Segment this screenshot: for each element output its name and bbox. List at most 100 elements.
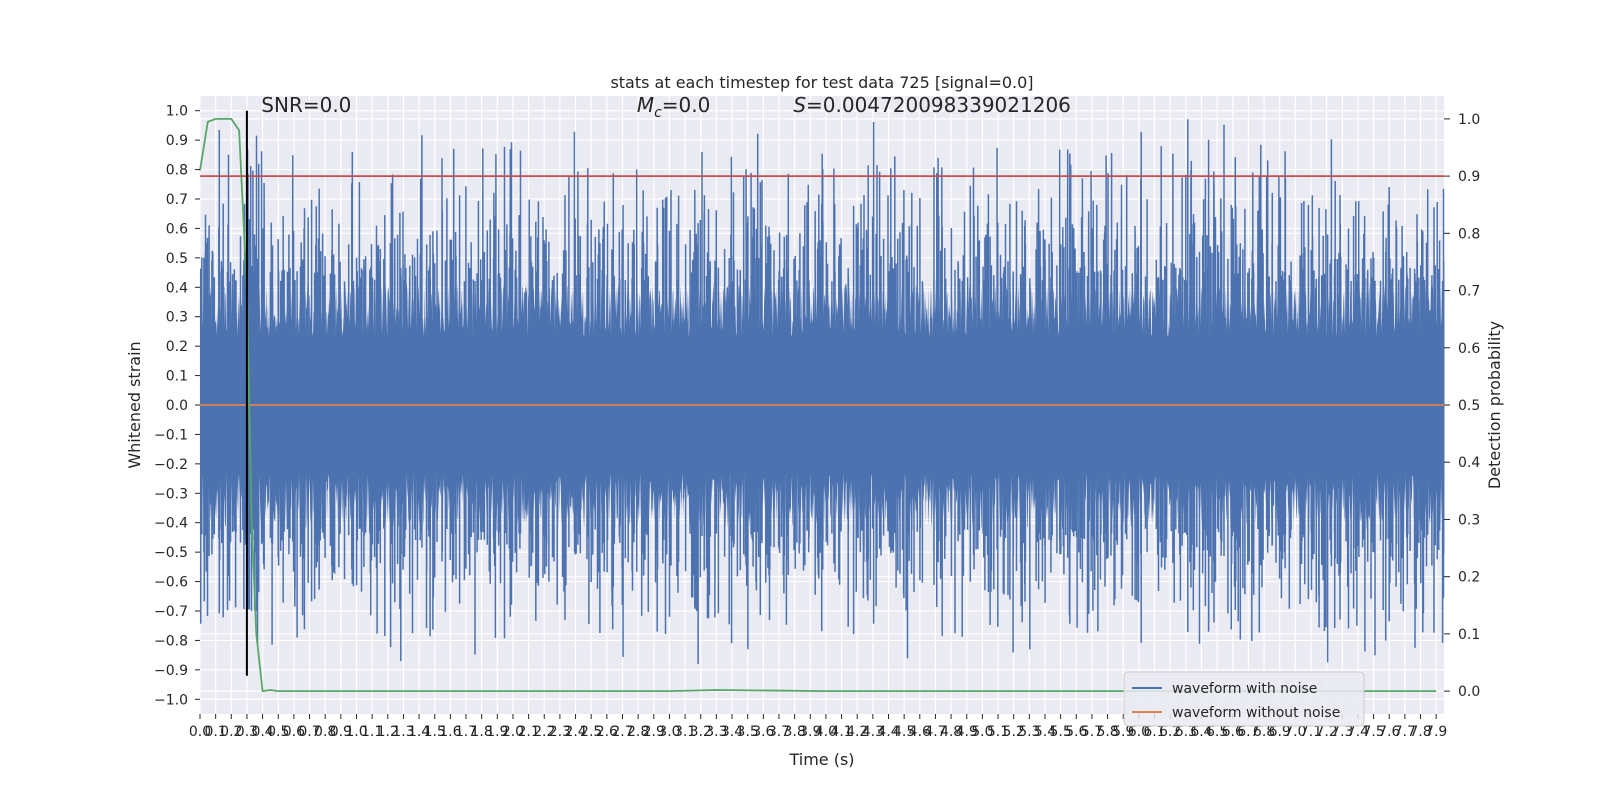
y-axis-left-label: Whitened strain bbox=[125, 341, 144, 468]
x-tick-label: 6.3 bbox=[1175, 724, 1197, 740]
x-tick-label: 1.6 bbox=[439, 724, 461, 740]
x-tick-label: 1.0 bbox=[345, 724, 367, 740]
x-tick-label: 2.6 bbox=[596, 724, 618, 740]
x-tick-label: 1.4 bbox=[408, 724, 430, 740]
x-tick-label: 3.3 bbox=[705, 724, 727, 740]
y-axis-right-ticks: 0.0 0.1 0.2 0.3 0.4 0.5 0.6 0.7 0.8 0.9 1.0 bbox=[1444, 112, 1480, 700]
y-right-tick-label: 0.7 bbox=[1458, 284, 1480, 300]
y-left-tick-label: −1.0 bbox=[154, 692, 188, 708]
legend-entry: waveform with noise bbox=[1172, 681, 1317, 697]
y-axis-right-label: Detection probability bbox=[1485, 321, 1504, 489]
annotations: SNR=0.0 Mc=0.0 S=0.004720098339021206 bbox=[261, 93, 1071, 121]
x-tick-label: 5.7 bbox=[1081, 724, 1103, 740]
x-tick-label: 6.4 bbox=[1190, 724, 1212, 740]
x-tick-label: 7.0 bbox=[1284, 724, 1306, 740]
x-tick-label: 1.9 bbox=[486, 724, 508, 740]
x-tick-label: 4.9 bbox=[956, 724, 978, 740]
x-tick-label: 4.4 bbox=[877, 724, 899, 740]
y-right-tick-label: 0.2 bbox=[1458, 570, 1480, 586]
y-left-tick-label: 0.7 bbox=[166, 192, 188, 208]
y-left-tick-label: −0.1 bbox=[154, 427, 188, 443]
y-left-tick-label: −0.5 bbox=[154, 545, 188, 561]
x-tick-label: 6.1 bbox=[1143, 724, 1165, 740]
x-tick-label: 2.2 bbox=[533, 724, 555, 740]
y-right-tick-label: 0.1 bbox=[1458, 627, 1480, 643]
x-tick-label: 5.1 bbox=[987, 724, 1009, 740]
y-left-tick-label: 0.9 bbox=[166, 133, 188, 149]
y-left-tick-label: 0.8 bbox=[166, 163, 188, 179]
x-tick-label: 7.1 bbox=[1300, 724, 1322, 740]
x-tick-label: 0.9 bbox=[330, 724, 352, 740]
y-left-tick-label: 0.5 bbox=[166, 251, 188, 267]
x-tick-label: 0.8 bbox=[314, 724, 336, 740]
x-tick-label: 4.5 bbox=[893, 724, 915, 740]
x-tick-label: 1.3 bbox=[392, 724, 414, 740]
x-tick-label: 2.5 bbox=[580, 724, 602, 740]
y-axis-left-ticks: −1.0 −0.9 −0.8 −0.7 −0.6 −0.5 −0.4 −0.3 −0.2 −0.1… bbox=[154, 104, 200, 708]
y-left-tick-label: 0.6 bbox=[166, 221, 188, 237]
x-tick-label: 1.8 bbox=[471, 724, 493, 740]
chart-title: stats at each timestep for test data 725… bbox=[610, 73, 1033, 92]
x-tick-label: 0.1 bbox=[205, 724, 227, 740]
x-tick-label: 5.6 bbox=[1065, 724, 1087, 740]
annotation: SNR=0.0 bbox=[261, 93, 351, 117]
x-tick-label: 4.3 bbox=[862, 724, 884, 740]
x-tick-label: 1.2 bbox=[377, 724, 399, 740]
x-tick-label: 1.7 bbox=[455, 724, 477, 740]
x-tick-label: 6.9 bbox=[1269, 724, 1291, 740]
x-tick-label: 2.8 bbox=[627, 724, 649, 740]
x-tick-label: 5.9 bbox=[1112, 724, 1134, 740]
y-right-tick-label: 1.0 bbox=[1458, 112, 1480, 128]
x-tick-label: 3.0 bbox=[658, 724, 680, 740]
y-left-tick-label: 0.0 bbox=[166, 398, 188, 414]
x-tick-label: 0.4 bbox=[251, 724, 273, 740]
x-tick-label: 3.7 bbox=[768, 724, 790, 740]
y-left-tick-label: −0.8 bbox=[154, 633, 188, 649]
x-axis-ticks: 0.00.10.20.30.40.50.60.70.80.91.01.11.21… bbox=[189, 714, 1447, 740]
x-tick-label: 1.1 bbox=[361, 724, 383, 740]
x-tick-label: 4.2 bbox=[846, 724, 868, 740]
y-left-tick-label: −0.4 bbox=[154, 516, 188, 532]
x-tick-label: 1.5 bbox=[424, 724, 446, 740]
x-tick-label: 2.0 bbox=[502, 724, 524, 740]
x-tick-label: 6.5 bbox=[1206, 724, 1228, 740]
x-tick-label: 5.8 bbox=[1096, 724, 1118, 740]
x-tick-label: 4.6 bbox=[909, 724, 931, 740]
x-tick-label: 6.6 bbox=[1222, 724, 1244, 740]
y-right-tick-label: 0.6 bbox=[1458, 341, 1480, 357]
x-tick-label: 7.3 bbox=[1331, 724, 1353, 740]
x-tick-label: 7.8 bbox=[1409, 724, 1431, 740]
y-left-tick-label: −0.7 bbox=[154, 604, 188, 620]
x-tick-label: 0.0 bbox=[189, 724, 211, 740]
y-left-tick-label: −0.6 bbox=[154, 575, 188, 591]
y-left-tick-label: 0.1 bbox=[166, 369, 188, 385]
legend: waveform with noise waveform without nois… bbox=[1123, 671, 1365, 727]
x-tick-label: 5.3 bbox=[1018, 724, 1040, 740]
x-axis-label: Time (s) bbox=[788, 750, 854, 769]
legend-entry: waveform without noise bbox=[1172, 705, 1340, 721]
legend-box bbox=[1123, 671, 1365, 727]
y-right-tick-label: 0.5 bbox=[1458, 398, 1480, 414]
x-tick-label: 2.1 bbox=[517, 724, 539, 740]
series-noise-spikes bbox=[199, 119, 1445, 664]
annotation: Mc=0.0 bbox=[637, 93, 711, 121]
y-left-tick-label: −0.3 bbox=[154, 486, 188, 502]
x-tick-label: 3.9 bbox=[799, 724, 821, 740]
x-tick-label: 4.8 bbox=[940, 724, 962, 740]
x-tick-label: 7.6 bbox=[1378, 724, 1400, 740]
x-tick-label: 0.2 bbox=[220, 724, 242, 740]
x-tick-label: 5.2 bbox=[1003, 724, 1025, 740]
x-tick-label: 2.3 bbox=[549, 724, 571, 740]
x-tick-label: 0.7 bbox=[298, 724, 320, 740]
x-tick-label: 3.6 bbox=[752, 724, 774, 740]
y-right-tick-label: 0.0 bbox=[1458, 684, 1480, 700]
series-layer bbox=[199, 110, 1445, 693]
x-tick-label: 0.3 bbox=[236, 724, 258, 740]
x-tick-label: 3.8 bbox=[783, 724, 805, 740]
y-right-tick-label: 0.4 bbox=[1458, 455, 1480, 471]
y-left-tick-label: 0.4 bbox=[166, 280, 188, 296]
y-left-tick-label: 0.3 bbox=[166, 310, 188, 326]
y-left-tick-label: 0.2 bbox=[166, 339, 188, 355]
x-tick-label: 4.1 bbox=[830, 724, 852, 740]
